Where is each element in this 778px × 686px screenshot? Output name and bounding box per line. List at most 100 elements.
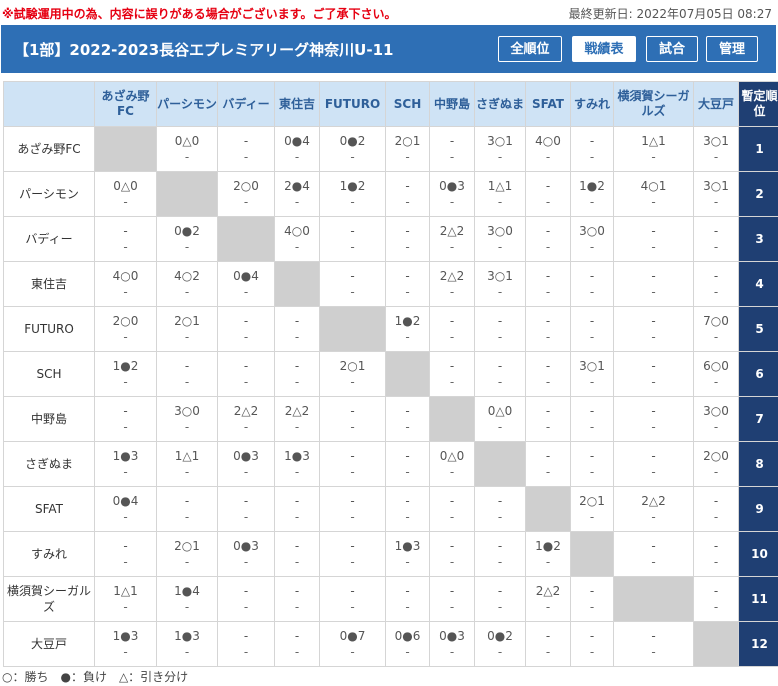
first-leg-result: 0△0 xyxy=(113,179,138,193)
second-leg-result: - xyxy=(243,150,249,164)
row-team-name: さぎぬま xyxy=(3,441,95,487)
first-leg-result: - xyxy=(713,539,719,553)
result-cell: -- xyxy=(525,396,571,442)
second-leg-result: - xyxy=(405,465,410,479)
first-leg-result: - xyxy=(243,629,249,643)
second-leg-result: - xyxy=(405,555,410,569)
result-cell: -- xyxy=(94,531,157,577)
result-cell: -- xyxy=(474,306,526,352)
result-cell: 3○1 - xyxy=(570,351,614,397)
result-cell: 2△2 - xyxy=(429,261,475,307)
result-cell: 1●3 - xyxy=(94,621,157,667)
result-cell: -- xyxy=(385,261,430,307)
first-leg-result: - xyxy=(589,449,595,463)
first-leg-result: 4○0 xyxy=(284,224,310,238)
result-cell: -- xyxy=(613,261,694,307)
second-leg-result: - xyxy=(713,195,719,209)
first-leg-result: 2○1 xyxy=(579,494,605,508)
result-cell: -- xyxy=(156,486,218,532)
last-updated: 最終更新日: 2022年07月05日 08:27 xyxy=(568,7,772,21)
first-leg-result: - xyxy=(545,404,551,418)
second-leg-result: - xyxy=(294,330,300,344)
result-cell: 3○0 - xyxy=(156,396,218,442)
first-leg-result: - xyxy=(589,629,595,643)
second-leg-result: - xyxy=(545,150,551,164)
second-leg-result: - xyxy=(589,195,595,209)
result-cell: -- xyxy=(525,171,571,217)
second-leg-result: - xyxy=(545,330,551,344)
second-leg-result: - xyxy=(497,555,503,569)
result-cell: 0●6 - xyxy=(385,621,430,667)
second-leg-result: - xyxy=(497,195,503,209)
all-standings-button[interactable]: 全順位 xyxy=(498,36,562,62)
first-leg-result: - xyxy=(294,539,300,553)
second-leg-result: - xyxy=(497,150,503,164)
first-leg-result: 1●2 xyxy=(112,359,139,373)
result-cell: -- xyxy=(570,621,614,667)
first-leg-result: 1●3 xyxy=(112,629,139,643)
result-cell: -- xyxy=(613,351,694,397)
first-leg-result: 0●6 xyxy=(394,629,421,643)
second-leg-result: - xyxy=(405,195,410,209)
result-cell: 2○1 - xyxy=(319,351,386,397)
second-leg-result: - xyxy=(294,420,300,434)
second-leg-result: - xyxy=(184,375,190,389)
result-cell: 2○1 - xyxy=(570,486,614,532)
result-cell: -- xyxy=(94,216,157,262)
first-leg-result: - xyxy=(405,404,410,418)
second-leg-result: - xyxy=(405,330,410,344)
second-leg-result: - xyxy=(497,420,503,434)
result-cell: 0●3 - xyxy=(429,621,475,667)
result-cell: 1△1 - xyxy=(156,441,218,487)
second-leg-result: - xyxy=(497,240,503,254)
first-leg-result: 4○0 xyxy=(535,134,561,148)
second-leg-result: - xyxy=(589,645,595,659)
second-leg-result: - xyxy=(350,240,355,254)
second-leg-result: - xyxy=(589,420,595,434)
second-leg-result: - xyxy=(589,510,595,524)
first-leg-result: - xyxy=(243,134,249,148)
result-cell: -- xyxy=(385,441,430,487)
result-cell: -- xyxy=(525,216,571,262)
first-leg-result: - xyxy=(243,359,249,373)
first-leg-result: 1●2 xyxy=(339,179,366,193)
first-leg-result: 2△2 xyxy=(233,404,259,418)
second-leg-result: - xyxy=(184,240,190,254)
first-leg-result: - xyxy=(405,269,410,283)
first-leg-result: - xyxy=(449,359,455,373)
result-cell: -- xyxy=(693,216,739,262)
result-cell: -- xyxy=(613,396,694,442)
second-leg-result: - xyxy=(294,465,300,479)
second-leg-result: - xyxy=(713,285,719,299)
result-cell: 2△2 - xyxy=(274,396,320,442)
first-leg-result: 2○1 xyxy=(394,134,421,148)
first-leg-result: 3○1 xyxy=(487,134,513,148)
result-cell: 3○0 - xyxy=(570,216,614,262)
second-leg-result: - xyxy=(243,555,249,569)
result-cell: -- xyxy=(217,306,275,352)
first-leg-result: - xyxy=(350,224,355,238)
second-leg-result: - xyxy=(405,285,410,299)
provisional-rank: 9 xyxy=(738,486,778,532)
first-leg-result: 1●2 xyxy=(535,539,561,553)
second-leg-result: - xyxy=(294,195,300,209)
result-cell: 3○1 - xyxy=(474,126,526,172)
result-cell: 0●4 - xyxy=(94,486,157,532)
first-leg-result: 3○1 xyxy=(703,179,729,193)
results-table-button[interactable]: 戦績表 xyxy=(572,36,636,62)
row-team-name: 大豆戸 xyxy=(3,621,95,667)
provisional-rank: 11 xyxy=(738,576,778,622)
second-leg-result: - xyxy=(449,510,455,524)
table-row: 東住吉 4○0-4○2-0●4- - - - -2△2-3○1- - - - - - - - -4 xyxy=(3,261,778,307)
first-leg-result: - xyxy=(123,224,128,238)
admin-button[interactable]: 管理 xyxy=(706,36,758,62)
result-cell: -- xyxy=(319,441,386,487)
rank-column-header: 暫定順位 xyxy=(738,81,778,127)
matches-button[interactable]: 試合 xyxy=(646,36,698,62)
result-cell: 0●2 - xyxy=(474,621,526,667)
row-team-name: バディー xyxy=(3,216,95,262)
first-leg-result: - xyxy=(294,314,300,328)
result-cell: -- xyxy=(274,351,320,397)
second-leg-result: - xyxy=(350,420,355,434)
provisional-rank: 2 xyxy=(738,171,778,217)
